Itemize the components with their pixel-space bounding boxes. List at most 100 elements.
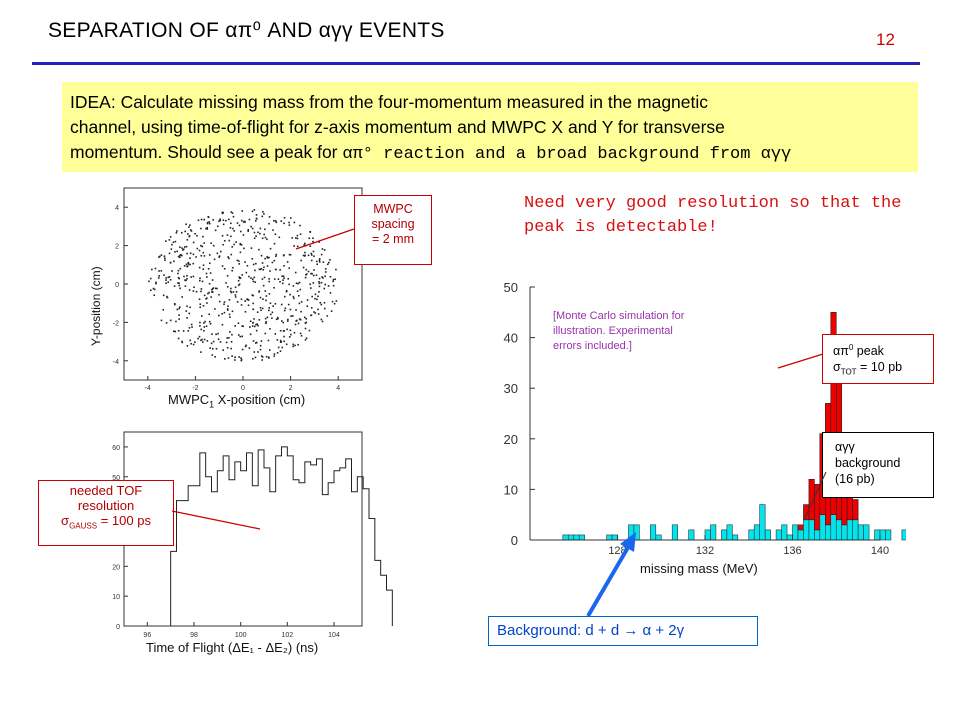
scatter-point xyxy=(205,297,208,299)
scatter-point xyxy=(322,261,325,263)
scatter-point xyxy=(273,355,276,357)
scatter-point xyxy=(181,296,183,298)
scatter-point xyxy=(237,279,240,282)
scatter-point xyxy=(260,340,263,342)
scatter-xlabel-sub: 1 xyxy=(209,399,215,410)
scatter-point xyxy=(203,218,206,221)
tof-xtick-label: 96 xyxy=(143,632,151,639)
scatter-point xyxy=(313,269,315,271)
scatter-point xyxy=(224,358,226,360)
scatter-point xyxy=(293,331,296,334)
scatter-point xyxy=(202,264,205,267)
scatter-point xyxy=(199,277,201,280)
scatter-point xyxy=(246,298,249,300)
scatter-ytick-label: -2 xyxy=(113,320,119,327)
scatter-point xyxy=(259,268,262,271)
tof-xlabel: Time of Flight (ΔE₁ - ΔE₂) (ns) xyxy=(146,640,319,655)
scatter-point xyxy=(294,323,297,326)
scatter-point xyxy=(174,303,176,306)
scatter-point xyxy=(250,225,252,228)
scatter-point xyxy=(264,290,267,292)
scatter-point xyxy=(181,247,183,249)
tof-xtick-label: 100 xyxy=(235,632,247,639)
scatter-point xyxy=(178,318,180,320)
scatter-point xyxy=(218,255,221,257)
scatter-xlabel-pre: MWPC xyxy=(168,392,210,407)
scatter-point xyxy=(273,242,276,245)
tof-xtick-label: 102 xyxy=(281,632,293,639)
scatter-point xyxy=(287,318,289,321)
scatter-point xyxy=(265,295,268,297)
scatter-point xyxy=(259,306,262,309)
scatter-point xyxy=(320,281,323,284)
scatter-point xyxy=(310,314,313,317)
scatter-point xyxy=(312,274,315,277)
scatter-point xyxy=(260,355,263,357)
scatter-point xyxy=(187,233,189,235)
scatter-point xyxy=(287,278,290,280)
scatter-point xyxy=(292,343,295,346)
scatter-point xyxy=(276,351,279,354)
scatter-point xyxy=(285,290,288,293)
scatter-point xyxy=(195,256,197,258)
scatter-point xyxy=(294,271,297,274)
scatter-point xyxy=(230,287,232,290)
scatter-point xyxy=(190,323,193,326)
scatter-point xyxy=(278,236,281,239)
scatter-point xyxy=(260,267,263,270)
scatter-point xyxy=(277,278,280,280)
scatter-point xyxy=(214,308,216,310)
scatter-point xyxy=(176,230,178,232)
scatter-point xyxy=(256,323,259,325)
scatter-point xyxy=(252,308,255,311)
scatter-point xyxy=(314,312,317,314)
scatter-point xyxy=(310,259,313,262)
scatter-point xyxy=(275,255,277,258)
scatter-point xyxy=(272,229,274,231)
scatter-point xyxy=(218,293,220,296)
scatter-point xyxy=(265,299,267,302)
scatter-point xyxy=(223,311,226,314)
scatter-point xyxy=(239,230,242,233)
scatter-point xyxy=(252,263,255,266)
scatter-point xyxy=(332,278,335,281)
scatter-point xyxy=(177,282,179,284)
scatter-point xyxy=(332,280,334,283)
scatter-point xyxy=(254,269,256,272)
scatter-point xyxy=(279,350,282,352)
scatter-point xyxy=(207,216,210,219)
scatter-point xyxy=(185,245,188,248)
scatter-point xyxy=(298,281,301,284)
scatter-point xyxy=(264,236,267,239)
scatter-point xyxy=(259,296,262,299)
scatter-point xyxy=(272,305,274,307)
scatter-point xyxy=(252,322,254,324)
scatter-point xyxy=(208,282,211,285)
scatter-ytick-label: 2 xyxy=(115,244,119,251)
scatter-point xyxy=(191,326,193,328)
scatter-point xyxy=(324,271,327,273)
scatter-point xyxy=(321,248,324,250)
scatter-point xyxy=(171,243,173,246)
scatter-point xyxy=(201,245,204,248)
scatter-point xyxy=(198,249,201,252)
scatter-point xyxy=(298,302,301,305)
mwpc-callout-line2: spacing xyxy=(371,217,415,231)
scatter-point xyxy=(228,218,230,221)
scatter-point xyxy=(290,333,292,336)
scatter-ytick-label: 0 xyxy=(115,282,119,289)
scatter-point xyxy=(298,318,301,320)
scatter-point xyxy=(268,280,271,283)
scatter-point xyxy=(305,317,308,320)
scatter-point xyxy=(283,277,285,279)
mwpc-spacing-callout: MWPC spacing = 2 mm xyxy=(354,195,432,265)
scatter-point xyxy=(221,323,224,326)
scatter-point xyxy=(206,340,209,342)
scatter-point xyxy=(208,320,211,323)
scatter-point xyxy=(269,328,271,330)
scatter-point xyxy=(261,215,264,218)
scatter-point xyxy=(304,327,307,330)
scatter-point xyxy=(280,220,283,222)
scatter-point xyxy=(247,299,250,301)
